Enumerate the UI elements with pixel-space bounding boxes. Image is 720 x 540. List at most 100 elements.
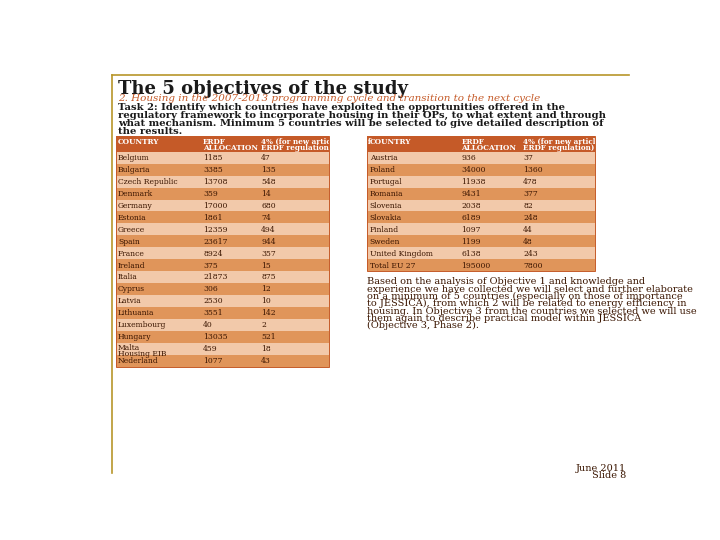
Text: France: France (118, 249, 145, 258)
Bar (116, 212, 329, 224)
Text: (Objective 3, Phase 2).: (Objective 3, Phase 2). (367, 321, 480, 330)
Text: 82: 82 (523, 202, 533, 210)
Bar (116, 271, 329, 283)
Text: Portugal: Portugal (370, 178, 402, 186)
Text: 359: 359 (203, 190, 218, 198)
Text: 34000: 34000 (462, 166, 486, 174)
Text: Denmark: Denmark (118, 190, 153, 198)
Text: ERDF regulation): ERDF regulation) (261, 144, 333, 152)
Text: 375: 375 (203, 261, 218, 269)
Text: 478: 478 (523, 178, 538, 186)
Text: ERDF: ERDF (203, 138, 226, 146)
Bar (367, 224, 595, 235)
Text: 21873: 21873 (203, 273, 228, 281)
Text: 7800: 7800 (523, 261, 543, 269)
Text: Task 2: Identify which countries have exploited the opportunities offered in the: Task 2: Identify which countries have ex… (118, 103, 565, 112)
Bar (367, 235, 595, 247)
Text: 944: 944 (261, 238, 276, 246)
Bar (116, 176, 329, 187)
Text: 3385: 3385 (203, 166, 223, 174)
Text: 12359: 12359 (203, 226, 228, 234)
Bar (367, 187, 595, 200)
Text: June 2011: June 2011 (576, 464, 626, 472)
Text: 6138: 6138 (462, 249, 481, 258)
Text: 195000: 195000 (462, 261, 490, 269)
Text: Housing EIB: Housing EIB (118, 350, 166, 357)
Text: 10: 10 (261, 298, 271, 305)
Text: 43: 43 (261, 357, 271, 365)
Text: Sweden: Sweden (370, 238, 400, 246)
Bar (116, 235, 329, 247)
Text: 13708: 13708 (203, 178, 228, 186)
Bar (367, 212, 595, 224)
Text: 521: 521 (261, 333, 276, 341)
Bar (367, 152, 595, 164)
Text: 135: 135 (261, 166, 276, 174)
Bar (116, 247, 329, 259)
Text: 47: 47 (261, 154, 271, 162)
Bar (116, 137, 329, 367)
Text: on a minimum of 5 countries (especially on those of importance: on a minimum of 5 countries (especially … (367, 292, 683, 301)
Text: 875: 875 (261, 273, 276, 281)
Bar (367, 137, 595, 152)
Text: Based on the analysis of Objective 1 and knowledge and: Based on the analysis of Objective 1 and… (367, 278, 646, 286)
Text: Malta: Malta (118, 345, 140, 352)
Text: them again to describe practical model within JESSICA: them again to describe practical model w… (367, 314, 642, 323)
Bar (116, 283, 329, 295)
Text: 8924: 8924 (203, 249, 222, 258)
Text: Lithuania: Lithuania (118, 309, 154, 318)
Text: Austria: Austria (370, 154, 397, 162)
Text: Greece: Greece (118, 226, 145, 234)
Text: 11938: 11938 (462, 178, 486, 186)
Bar (116, 224, 329, 235)
Text: Total EU 27: Total EU 27 (370, 261, 415, 269)
Text: 1199: 1199 (462, 238, 481, 246)
Text: Estonia: Estonia (118, 214, 147, 222)
Bar (116, 259, 329, 271)
Text: 2530: 2530 (203, 298, 222, 305)
Text: 23617: 23617 (203, 238, 228, 246)
Bar (116, 187, 329, 200)
Text: Bulgaria: Bulgaria (118, 166, 150, 174)
Text: Slovenia: Slovenia (370, 202, 402, 210)
Text: Slide 8: Slide 8 (592, 470, 626, 480)
Bar (116, 295, 329, 307)
Text: 14: 14 (261, 190, 271, 198)
Bar (116, 343, 329, 355)
Text: ERDF: ERDF (462, 138, 484, 146)
Text: 1077: 1077 (203, 357, 222, 365)
Text: 18: 18 (261, 345, 271, 353)
Bar (116, 152, 329, 164)
Text: 936: 936 (462, 154, 476, 162)
Text: 243: 243 (523, 249, 538, 258)
Text: 44: 44 (523, 226, 533, 234)
Text: Italia: Italia (118, 273, 138, 281)
Text: 248: 248 (523, 214, 538, 222)
Text: 17000: 17000 (203, 202, 228, 210)
Text: ALLOCATION: ALLOCATION (462, 144, 516, 152)
Text: 12: 12 (261, 286, 271, 293)
Text: 37: 37 (523, 154, 533, 162)
Text: 48: 48 (523, 238, 533, 246)
Text: 13035: 13035 (203, 333, 228, 341)
Text: 3551: 3551 (203, 309, 222, 318)
Bar (367, 259, 595, 271)
Text: the results.: the results. (118, 127, 182, 136)
Text: Romania: Romania (370, 190, 403, 198)
Text: COUNTRY: COUNTRY (118, 138, 159, 146)
Bar (367, 247, 595, 259)
Text: 680: 680 (261, 202, 276, 210)
Bar (367, 164, 595, 176)
Text: 15: 15 (261, 261, 271, 269)
Text: 494: 494 (261, 226, 276, 234)
Text: 357: 357 (261, 249, 276, 258)
Text: experience we have collected we will select and further elaborate: experience we have collected we will sel… (367, 285, 693, 294)
Text: what mechanism. Minimum 5 countries will be selected to give detailed descriptio: what mechanism. Minimum 5 countries will… (118, 119, 603, 127)
Text: 2038: 2038 (462, 202, 481, 210)
Bar (116, 200, 329, 212)
Text: Czech Republic: Czech Republic (118, 178, 178, 186)
Text: housing. In Objective 3 from the countries we selected we will use: housing. In Objective 3 from the countri… (367, 307, 697, 315)
Text: 306: 306 (203, 286, 218, 293)
Text: 74: 74 (261, 214, 271, 222)
Text: Germany: Germany (118, 202, 153, 210)
